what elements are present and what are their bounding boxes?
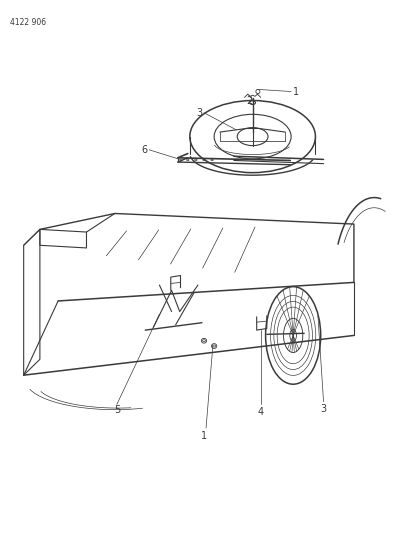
- Text: 4: 4: [258, 407, 264, 417]
- Text: 4122 906: 4122 906: [10, 18, 47, 27]
- Text: 3: 3: [196, 108, 202, 118]
- Text: 3: 3: [320, 405, 326, 414]
- Text: 1: 1: [293, 86, 299, 96]
- Text: 5: 5: [114, 406, 120, 415]
- Text: 6: 6: [141, 145, 147, 155]
- Text: 1: 1: [201, 431, 207, 441]
- Text: 2: 2: [246, 96, 253, 106]
- Ellipse shape: [250, 101, 255, 104]
